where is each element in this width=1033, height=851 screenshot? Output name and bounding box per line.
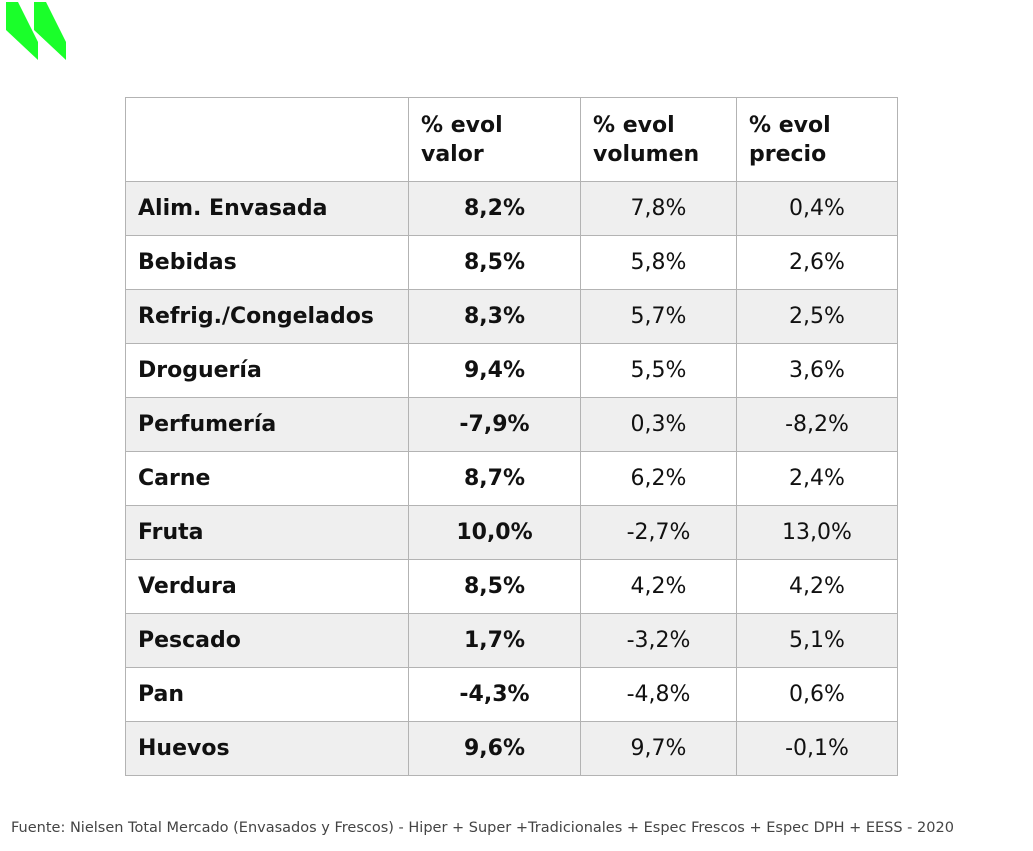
- header-evol-valor: % evol valor: [408, 97, 581, 182]
- row-precio-cell: 5,1%: [736, 613, 898, 668]
- row-category-cell: Pescado: [125, 613, 409, 668]
- row-valor-cell: 1,7%: [408, 613, 581, 668]
- row-category-cell: Carne: [125, 451, 409, 506]
- table-row: Carne 8,7% 6,2% 2,4%: [125, 451, 898, 506]
- table-row: Refrig./Congelados 8,3% 5,7% 2,5%: [125, 289, 898, 344]
- row-precio-cell: 3,6%: [736, 343, 898, 398]
- row-category-cell: Verdura: [125, 559, 409, 614]
- table-row: Droguería 9,4% 5,5% 3,6%: [125, 343, 898, 398]
- double-slash-logo-icon: [6, 2, 66, 60]
- row-valor-cell: 9,4%: [408, 343, 581, 398]
- row-precio-cell: -8,2%: [736, 397, 898, 452]
- row-category-cell: Refrig./Congelados: [125, 289, 409, 344]
- row-precio-cell: -0,1%: [736, 721, 898, 776]
- source-footnote: Fuente: Nielsen Total Mercado (Envasados…: [11, 820, 954, 836]
- table-row: Perfumería -7,9% 0,3% -8,2%: [125, 397, 898, 452]
- row-valor-cell: 8,3%: [408, 289, 581, 344]
- row-volumen-cell: -4,8%: [580, 667, 737, 722]
- row-volumen-cell: 6,2%: [580, 451, 737, 506]
- row-volumen-cell: -2,7%: [580, 505, 737, 560]
- row-category-cell: Droguería: [125, 343, 409, 398]
- table-row: Bebidas 8,5% 5,8% 2,6%: [125, 235, 898, 290]
- row-precio-cell: 13,0%: [736, 505, 898, 560]
- row-volumen-cell: 9,7%: [580, 721, 737, 776]
- row-valor-cell: -4,3%: [408, 667, 581, 722]
- row-precio-cell: 2,6%: [736, 235, 898, 290]
- row-volumen-cell: 5,8%: [580, 235, 737, 290]
- table-header-row: % evol valor % evol volumen % evol preci…: [125, 97, 898, 182]
- table-row: Verdura 8,5% 4,2% 4,2%: [125, 559, 898, 614]
- row-precio-cell: 0,4%: [736, 181, 898, 236]
- row-volumen-cell: -3,2%: [580, 613, 737, 668]
- row-precio-cell: 4,2%: [736, 559, 898, 614]
- table-row: Huevos 9,6% 9,7% -0,1%: [125, 721, 898, 776]
- table-row: Fruta 10,0% -2,7% 13,0%: [125, 505, 898, 560]
- row-valor-cell: 8,2%: [408, 181, 581, 236]
- header-evol-precio: % evol precio: [736, 97, 898, 182]
- row-valor-cell: 8,5%: [408, 235, 581, 290]
- row-volumen-cell: 7,8%: [580, 181, 737, 236]
- row-volumen-cell: 4,2%: [580, 559, 737, 614]
- row-valor-cell: 8,5%: [408, 559, 581, 614]
- row-precio-cell: 2,4%: [736, 451, 898, 506]
- row-category-cell: Bebidas: [125, 235, 409, 290]
- header-category: [125, 97, 409, 182]
- row-valor-cell: 9,6%: [408, 721, 581, 776]
- row-volumen-cell: 5,7%: [580, 289, 737, 344]
- table-row: Alim. Envasada 8,2% 7,8% 0,4%: [125, 181, 898, 236]
- row-valor-cell: -7,9%: [408, 397, 581, 452]
- row-valor-cell: 8,7%: [408, 451, 581, 506]
- row-precio-cell: 2,5%: [736, 289, 898, 344]
- row-category-cell: Alim. Envasada: [125, 181, 409, 236]
- table-row: Pan -4,3% -4,8% 0,6%: [125, 667, 898, 722]
- row-valor-cell: 10,0%: [408, 505, 581, 560]
- table-row: Pescado 1,7% -3,2% 5,1%: [125, 613, 898, 668]
- evolution-table: % evol valor % evol volumen % evol preci…: [125, 97, 898, 776]
- row-category-cell: Huevos: [125, 721, 409, 776]
- row-precio-cell: 0,6%: [736, 667, 898, 722]
- row-volumen-cell: 0,3%: [580, 397, 737, 452]
- row-category-cell: Perfumería: [125, 397, 409, 452]
- header-evol-volumen: % evol volumen: [580, 97, 737, 182]
- row-volumen-cell: 5,5%: [580, 343, 737, 398]
- row-category-cell: Pan: [125, 667, 409, 722]
- row-category-cell: Fruta: [125, 505, 409, 560]
